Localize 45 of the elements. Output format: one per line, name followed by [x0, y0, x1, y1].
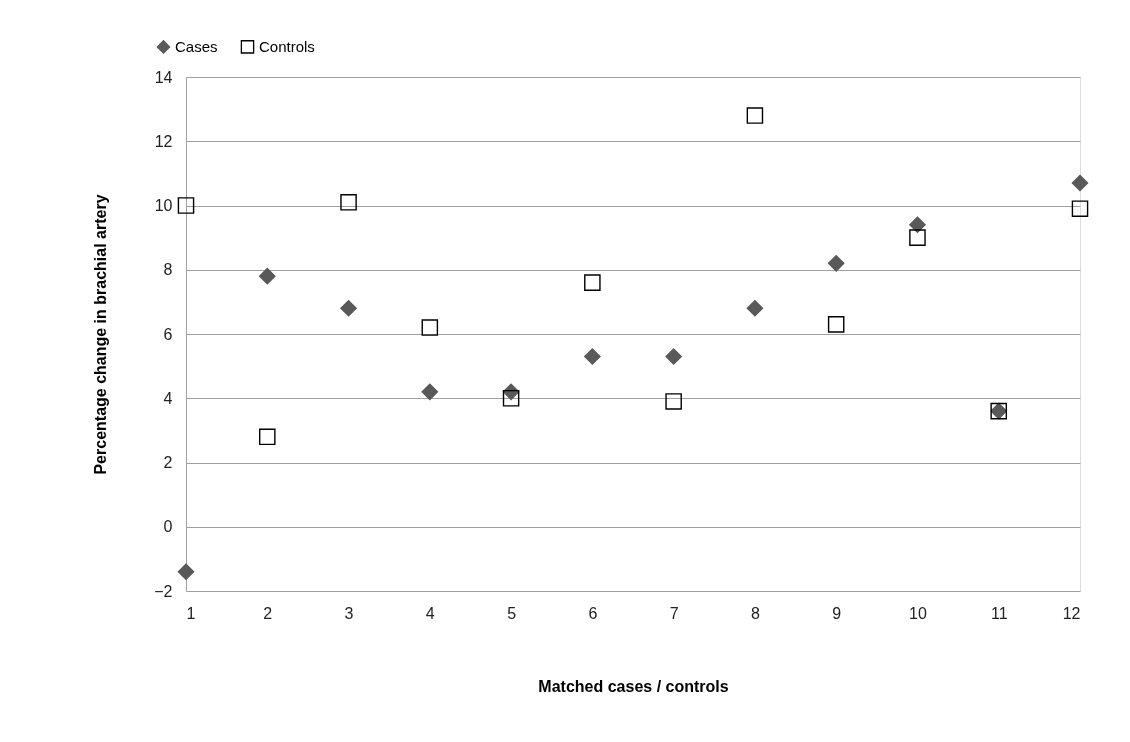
- x-tick-label: 11: [990, 604, 1008, 622]
- point: [584, 274, 601, 291]
- x-tick-label: 8: [750, 604, 760, 622]
- point: [1071, 200, 1089, 217]
- x-tick-label: 2: [263, 604, 273, 622]
- point: [421, 383, 439, 401]
- y-tick-label: 0: [163, 518, 173, 536]
- point: [665, 393, 682, 410]
- y-tick-label: 2: [163, 454, 173, 471]
- y-tick-label: −2: [154, 582, 173, 600]
- point: [909, 229, 926, 246]
- point: [177, 197, 195, 214]
- point: [827, 255, 845, 272]
- x-tick-label: 3: [344, 604, 354, 622]
- point: [1071, 174, 1089, 192]
- point: [421, 319, 439, 336]
- point: [340, 194, 357, 211]
- x-tick-label: 9: [832, 604, 842, 622]
- x-tick-label: 12: [1062, 604, 1081, 622]
- x-tick-label: 6: [588, 604, 598, 622]
- y-axis-title: Percentage change in brachial artery: [92, 194, 110, 475]
- x-tick-label: 7: [669, 604, 679, 622]
- x-tick-label: 5: [507, 604, 517, 622]
- y-tick-label: 12: [154, 132, 173, 150]
- x-tick-label: 10: [909, 604, 927, 622]
- y-tick-label: 6: [163, 325, 173, 343]
- y-tick-label: 8: [163, 261, 173, 279]
- point: [827, 316, 845, 333]
- point: [258, 428, 276, 446]
- x-axis-title: Matched cases / controls: [538, 677, 729, 695]
- legend-label: Controls: [259, 37, 315, 55]
- y-tick-label: 14: [154, 68, 173, 86]
- point: [340, 300, 357, 317]
- point: [746, 300, 764, 317]
- y-tick-label: 4: [163, 389, 173, 407]
- point: [502, 389, 520, 407]
- x-tick-label: 4: [425, 604, 435, 622]
- y-tick-label: 10: [154, 197, 173, 214]
- point: [746, 107, 764, 124]
- x-tick-label: 1: [186, 604, 196, 622]
- legend-label: Cases: [175, 37, 218, 55]
- point: [584, 348, 601, 365]
- point: [665, 348, 682, 365]
- point: [177, 563, 195, 581]
- point: [258, 267, 276, 285]
